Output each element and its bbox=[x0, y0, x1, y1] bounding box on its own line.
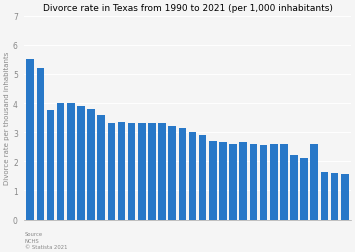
Bar bbox=[26, 60, 34, 220]
Bar bbox=[250, 144, 257, 220]
Bar bbox=[128, 124, 136, 220]
Bar bbox=[341, 175, 349, 220]
Bar bbox=[260, 146, 267, 220]
Bar bbox=[209, 141, 217, 220]
Bar bbox=[148, 124, 156, 220]
Bar bbox=[240, 143, 247, 220]
Bar bbox=[321, 172, 328, 220]
Bar bbox=[57, 104, 64, 220]
Bar bbox=[300, 159, 308, 220]
Text: Source
NCHS
© Statista 2021: Source NCHS © Statista 2021 bbox=[25, 231, 67, 249]
Bar bbox=[229, 144, 237, 220]
Y-axis label: Divorce rate per thousand inhabitants: Divorce rate per thousand inhabitants bbox=[4, 52, 10, 185]
Bar bbox=[67, 104, 75, 220]
Bar bbox=[270, 144, 278, 220]
Bar bbox=[179, 128, 186, 220]
Bar bbox=[77, 107, 85, 220]
Bar bbox=[290, 156, 298, 220]
Bar bbox=[87, 109, 95, 220]
Bar bbox=[168, 127, 176, 220]
Bar bbox=[311, 144, 318, 220]
Bar bbox=[47, 111, 54, 220]
Title: Divorce rate in Texas from 1990 to 2021 (per 1,000 inhabitants): Divorce rate in Texas from 1990 to 2021 … bbox=[43, 4, 332, 13]
Bar bbox=[331, 173, 338, 220]
Bar bbox=[158, 124, 166, 220]
Bar bbox=[138, 124, 146, 220]
Bar bbox=[189, 133, 196, 220]
Bar bbox=[37, 69, 44, 220]
Bar bbox=[97, 115, 105, 220]
Bar bbox=[199, 136, 207, 220]
Bar bbox=[219, 143, 227, 220]
Bar bbox=[280, 144, 288, 220]
Bar bbox=[108, 124, 115, 220]
Bar bbox=[118, 122, 125, 220]
